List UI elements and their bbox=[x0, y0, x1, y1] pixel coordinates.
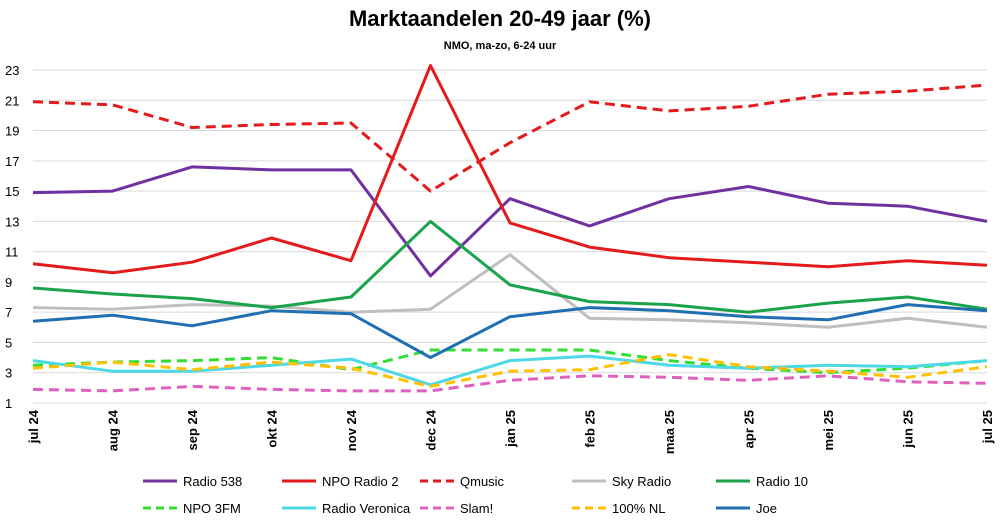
x-tick-label: dec 24 bbox=[424, 409, 439, 450]
x-tick-label: maa 25 bbox=[662, 410, 677, 454]
legend: Radio 538 NPO Radio 2 Qmusic Sky Radio Radio… bbox=[143, 474, 808, 516]
y-tick-label: 17 bbox=[5, 154, 19, 169]
x-tick-label: feb 25 bbox=[583, 410, 598, 448]
y-tick-label: 11 bbox=[5, 245, 19, 260]
series-line-100-nl bbox=[32, 353, 988, 388]
x-tick-label: jul 25 bbox=[980, 410, 995, 444]
legend-label-100-nl: 100% NL bbox=[612, 501, 665, 516]
x-tick-label: jul 24 bbox=[26, 409, 41, 444]
x-tick-label: nov 24 bbox=[344, 409, 359, 451]
y-tick-label: 5 bbox=[5, 335, 12, 350]
legend-label-sky-radio: Sky Radio bbox=[612, 474, 671, 489]
y-tick-label: 23 bbox=[5, 63, 19, 78]
x-tick-label: jan 25 bbox=[503, 410, 518, 448]
series-line-sky-radio bbox=[32, 253, 988, 329]
series-line-qmusic bbox=[32, 83, 988, 193]
y-tick-label: 1 bbox=[5, 396, 12, 411]
series-line-slam bbox=[32, 374, 988, 393]
legend-label-joe: Joe bbox=[756, 501, 777, 516]
grid-lines bbox=[33, 69, 987, 404]
x-tick-label: mei 25 bbox=[821, 410, 836, 450]
x-tick-label: aug 24 bbox=[106, 409, 121, 451]
legend-label-radio-veronica: Radio Veronica bbox=[322, 501, 411, 516]
series-line-npo-3fm bbox=[32, 348, 988, 375]
series-line-radio-10 bbox=[32, 219, 988, 314]
series-line-npo-radio-2 bbox=[32, 64, 988, 275]
chart-subtitle: NMO, ma-zo, 6-24 uur bbox=[443, 40, 557, 52]
legend-label-slam: Slam! bbox=[460, 501, 493, 516]
x-tick-label: okt 24 bbox=[265, 409, 280, 447]
y-tick-label: 19 bbox=[5, 124, 19, 139]
chart-title: Marktaandelen 20-49 jaar (%) bbox=[348, 6, 652, 31]
series-line-radio-veronica bbox=[32, 354, 988, 387]
legend-label-radio-10: Radio 10 bbox=[756, 474, 808, 489]
y-tick-label: 21 bbox=[5, 93, 19, 108]
series-lines bbox=[32, 64, 988, 393]
x-tick-label: apr 25 bbox=[742, 410, 757, 448]
x-axis: jul 24 aug 24 sep 24 okt 24 nov 24 dec 24 jan … bbox=[26, 409, 995, 454]
y-tick-label: 9 bbox=[5, 275, 12, 290]
legend-label-radio-538: Radio 538 bbox=[183, 474, 242, 489]
legend-label-npo-radio-2: NPO Radio 2 bbox=[322, 474, 399, 489]
y-tick-label: 3 bbox=[5, 366, 12, 381]
legend-label-qmusic: Qmusic bbox=[460, 474, 505, 489]
legend-label-npo-3fm: NPO 3FM bbox=[183, 501, 241, 516]
series-line-joe bbox=[32, 303, 988, 360]
x-tick-label: jun 25 bbox=[901, 410, 916, 449]
y-tick-label: 7 bbox=[5, 305, 12, 320]
series-line-radio-538 bbox=[32, 165, 988, 278]
y-tick-label: 15 bbox=[5, 184, 19, 199]
y-tick-label: 13 bbox=[5, 214, 19, 229]
x-tick-label: sep 24 bbox=[185, 409, 200, 450]
